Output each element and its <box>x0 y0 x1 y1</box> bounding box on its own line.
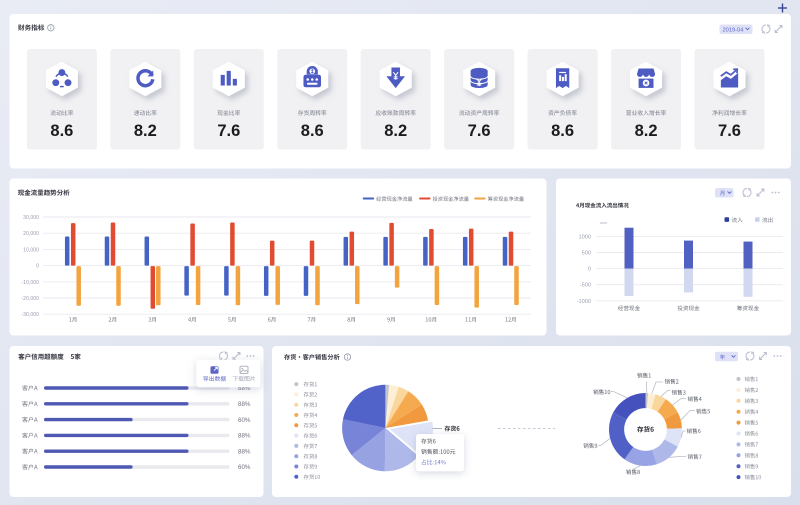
svg-text:7.6: 7.6 <box>217 122 240 140</box>
svg-text:2019-04: 2019-04 <box>723 27 744 33</box>
svg-text:-20,000: -20,000 <box>21 296 39 302</box>
svg-text:8.2: 8.2 <box>134 122 157 140</box>
svg-text:8.2: 8.2 <box>635 122 658 140</box>
svg-text:8.6: 8.6 <box>50 122 73 140</box>
svg-text:88%: 88% <box>238 385 251 392</box>
svg-text:88%: 88% <box>238 401 251 408</box>
svg-text:60%: 60% <box>238 464 251 471</box>
svg-text:88%: 88% <box>238 433 251 440</box>
svg-text:7.6: 7.6 <box>718 122 741 140</box>
svg-text:8.6: 8.6 <box>551 122 574 140</box>
svg-text:88%: 88% <box>238 448 251 455</box>
svg-text:1000: 1000 <box>579 234 591 240</box>
svg-text:0: 0 <box>36 264 39 270</box>
svg-text:20,000: 20,000 <box>23 231 39 237</box>
svg-text:500: 500 <box>582 251 591 257</box>
svg-text:-1000: -1000 <box>577 299 591 305</box>
svg-text:0: 0 <box>588 267 591 273</box>
svg-text:-10,000: -10,000 <box>21 280 39 286</box>
svg-text:10,000: 10,000 <box>23 247 39 253</box>
svg-text:8.6: 8.6 <box>301 122 324 140</box>
svg-text:8.2: 8.2 <box>384 122 407 140</box>
svg-text:60%: 60% <box>238 417 251 424</box>
svg-text:-30,000: -30,000 <box>21 312 39 318</box>
svg-text:7.6: 7.6 <box>468 122 491 140</box>
svg-text:-500: -500 <box>580 283 591 289</box>
svg-text:30,000: 30,000 <box>23 215 39 221</box>
